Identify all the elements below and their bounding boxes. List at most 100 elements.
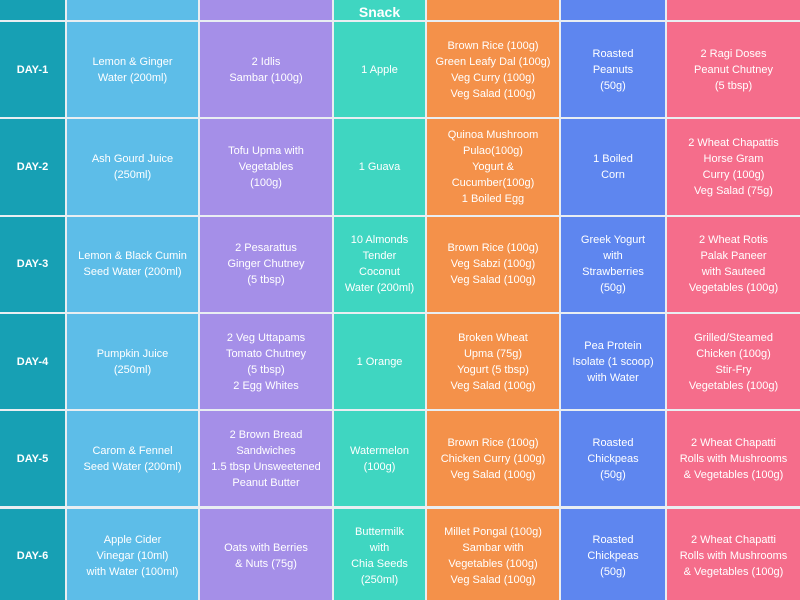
cell-line: DAY-6: [16, 550, 49, 563]
cell-line: Vinegar (10ml): [96, 550, 169, 563]
cell-line: Veg Salad (100g): [450, 574, 536, 587]
meal-cell: Brown Rice (100g) Green Leafy Dal (100g) V…: [427, 22, 559, 118]
cell-line: 2 Egg Whites: [233, 379, 299, 392]
cell-line: (50g): [600, 468, 626, 481]
cell-line: Veg Salad (100g): [450, 379, 536, 392]
cell-line: 1.5 tbsp Unsweetened: [211, 460, 321, 473]
cell-line: with Sauteed: [701, 266, 766, 279]
meal-cell: 1 Boiled Corn: [561, 119, 665, 215]
cell-line: Vegetables: [238, 160, 294, 173]
cell-line: Cucumber(100g): [451, 176, 535, 189]
meal-cell: 10 Almonds Tender Coconut Water (200ml): [334, 216, 425, 312]
cell-line: Veg Curry (100g): [451, 71, 535, 84]
cell-line: 2 Wheat Rotis: [698, 234, 769, 247]
cell-line: Veg Salad (100g): [450, 468, 536, 481]
meal-cell: Pumpkin Juice (250ml): [67, 313, 198, 410]
header-cell: [561, 0, 665, 20]
cell-line: Brown Rice (100g): [447, 242, 539, 255]
meal-cell: 2 Veg Uttapams Tomato Chutney (5 tbsp) 2 Eg…: [200, 313, 332, 410]
cell-line: DAY-3: [16, 258, 49, 271]
cell-line: Corn: [601, 168, 625, 181]
meal-cell: Ash Gourd Juice (250ml): [67, 119, 198, 215]
cell-line: 2 Idlis: [251, 55, 281, 68]
cell-line: Pea Protein: [584, 339, 642, 352]
cell-line: Buttermilk: [355, 526, 404, 539]
cell-line: (100g): [363, 460, 396, 473]
cell-line: Yogurt (5 tbsp): [457, 363, 529, 376]
cell-line: Roasted: [592, 436, 634, 449]
cell-line: Pulao(100g): [463, 144, 523, 157]
cell-line: Stir-Fry: [715, 363, 752, 376]
meal-cell: 2 Pesarattus Ginger Chutney (5 tbsp): [200, 216, 332, 312]
cell-line: (5 tbsp): [247, 363, 285, 376]
cell-line: Tender: [362, 250, 397, 263]
cell-line: Veg Sabzi (100g): [450, 258, 536, 271]
meal-cell: Greek Yogurt with Strawberries (50g): [561, 216, 665, 312]
cell-line: Tomato Chutney: [225, 347, 307, 360]
meal-cell: Roasted Chickpeas (50g): [561, 411, 665, 507]
meal-cell: 2 Wheat Chapatti Rolls with Mushrooms & Ve…: [667, 508, 800, 600]
cell-line: Peanut Chutney: [694, 63, 773, 76]
meal-cell: 2 Wheat Rotis Palak Paneer with Sauteed Veg…: [667, 216, 800, 312]
meal-cell: Pea Protein Isolate (1 scoop) with Water: [561, 313, 665, 410]
meal-cell: Roasted Chickpeas (50g): [561, 508, 665, 600]
cell-line: Water (200ml): [344, 282, 415, 295]
header-cell: [667, 0, 800, 20]
meal-cell: Brown Rice (100g) Veg Sabzi (100g) Veg Sal…: [427, 216, 559, 312]
meal-cell: 2 Wheat Chapattis Horse Gram Curry (100g) V…: [667, 119, 800, 215]
cell-line: 2 Ragi Doses: [700, 47, 767, 60]
cell-line: Pumpkin Juice: [96, 347, 169, 360]
cell-line: Ash Gourd Juice: [91, 152, 174, 165]
cell-line: DAY-5: [16, 452, 49, 465]
cell-line: Grilled/Steamed: [694, 331, 773, 344]
meal-cell: 1 Apple: [334, 22, 425, 118]
meal-cell: Quinoa Mushroom Pulao(100g) Yogurt & Cucumb…: [427, 119, 559, 215]
cell-line: Oats with Berries: [224, 542, 308, 555]
day-cell: DAY-4: [0, 313, 65, 410]
cell-line: Palak Paneer: [700, 250, 767, 263]
cell-line: Isolate (1 scoop): [572, 355, 654, 368]
cell-line: (250ml): [360, 574, 399, 587]
cell-line: Coconut: [359, 266, 400, 279]
cell-line: Roasted: [592, 47, 634, 60]
meal-cell: 1 Orange: [334, 313, 425, 410]
meal-cell: 2 Idlis Sambar (100g): [200, 22, 332, 118]
cell-line: Water (200ml): [97, 71, 168, 84]
meal-cell: Lemon & Ginger Water (200ml): [67, 22, 198, 118]
cell-line: Lemon & Black Cumin: [78, 250, 187, 263]
day-cell: DAY-3: [0, 216, 65, 312]
meal-cell: 2 Ragi Doses Peanut Chutney (5 tbsp): [667, 22, 800, 118]
cell-line: Lemon & Ginger: [92, 55, 173, 68]
meal-cell: Watermelon (100g): [334, 411, 425, 507]
cell-line: Upma (75g): [463, 347, 523, 360]
cell-line: Vegetables (100g): [448, 558, 538, 571]
cell-line: (50g): [600, 566, 626, 579]
cell-line: (100g): [250, 176, 282, 189]
cell-line: with: [603, 250, 623, 263]
cell-line: Peanut Butter: [232, 476, 300, 489]
cell-line: Carom & Fennel: [92, 444, 173, 457]
cell-line: Sambar with: [462, 542, 524, 555]
cell-line: Snack: [358, 4, 401, 20]
cell-line: 2 Wheat Chapattis: [688, 136, 779, 149]
meal-cell: Grilled/Steamed Chicken (100g) Stir-Fry Veg…: [667, 313, 800, 410]
day-cell: DAY-1: [0, 22, 65, 118]
cell-line: (5 tbsp): [247, 274, 285, 287]
meal-cell: Lemon & Black Cumin Seed Water (200ml): [67, 216, 198, 312]
cell-line: Quinoa Mushroom: [447, 128, 539, 141]
cell-line: 2 Wheat Chapatti: [691, 436, 776, 449]
cell-line: DAY-4: [16, 355, 49, 368]
cell-line: Apple Cider: [103, 534, 162, 547]
cell-line: Brown Rice (100g): [447, 436, 539, 449]
cell-line: & Vegetables (100g): [683, 468, 784, 481]
cell-line: 2 Wheat Chapatti: [691, 534, 776, 547]
day-cell: DAY-2: [0, 119, 65, 215]
meal-cell: Roasted Peanuts (50g): [561, 22, 665, 118]
cell-line: (250ml): [113, 363, 152, 376]
meal-cell: Carom & Fennel Seed Water (200ml): [67, 411, 198, 507]
cell-line: Broken Wheat: [458, 331, 528, 344]
cell-line: Sandwiches: [236, 444, 296, 457]
cell-line: Chicken (100g): [696, 347, 771, 360]
cell-line: DAY-2: [16, 160, 49, 173]
